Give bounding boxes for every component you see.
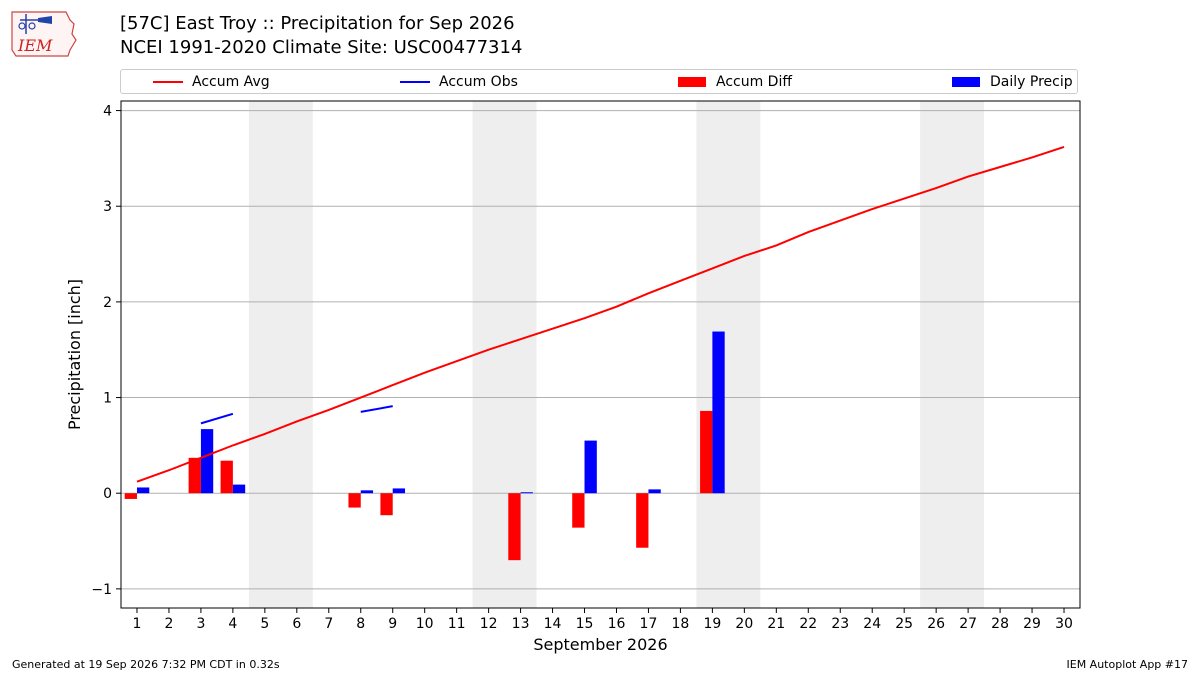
iowa-outline-icon [11, 11, 77, 57]
daily-precip-bar-day-17 [648, 489, 661, 494]
daily-precip-bar-day-8 [360, 490, 374, 494]
y-tick-label-3: 3 [103, 199, 112, 215]
legend-label-accum-obs: Accum Obs [439, 74, 518, 90]
x-tick-label-12: 12 [480, 616, 498, 632]
x-tick-label-19: 19 [703, 616, 721, 632]
y-tick-label-0: 0 [103, 486, 112, 502]
x-tick-label-22: 22 [799, 616, 817, 632]
daily-precip-bar-day-9 [392, 488, 406, 494]
x-tick-label-1: 1 [133, 616, 142, 632]
legend-label-accum-avg: Accum Avg [192, 74, 270, 90]
y-tick-label-1: 1 [103, 391, 112, 407]
accum-diff-bar-day-19 [700, 410, 713, 494]
weekend-band-1 [248, 101, 313, 608]
x-tick-label-30: 30 [1055, 616, 1073, 632]
logo-text: IEM [17, 36, 53, 55]
x-tick-label-21: 21 [767, 616, 785, 632]
legend-swatch-accum-obs [400, 81, 430, 83]
x-tick-label-7: 7 [324, 616, 333, 632]
accum-diff-bar-day-17 [636, 493, 649, 548]
daily-precip-bar-day-19 [712, 331, 725, 494]
chart-title: [57C] East Troy :: Precipitation for Sep… [120, 12, 522, 60]
daily-precip-bar-day-15 [584, 440, 597, 494]
accum-diff-bar-day-1 [124, 493, 137, 499]
x-tick-label-11: 11 [448, 616, 466, 632]
accum-diff-bar-day-13 [508, 493, 521, 561]
x-tick-label-13: 13 [512, 616, 530, 632]
x-tick-label-17: 17 [640, 616, 658, 632]
accum-diff-bar-day-9 [380, 493, 393, 516]
x-tick-label-20: 20 [735, 616, 753, 632]
x-tick-label-5: 5 [260, 616, 269, 632]
x-tick-label-27: 27 [959, 616, 977, 632]
legend-item-accum-diff: Accum Diff [678, 73, 792, 91]
daily-precip-bar-day-3 [200, 429, 214, 494]
x-axis-label: September 2026 [533, 635, 667, 654]
x-tick-label-14: 14 [544, 616, 562, 632]
accum-diff-bar-day-3 [188, 457, 201, 494]
accum-obs-segment-1 [200, 412, 234, 425]
x-tick-label-24: 24 [863, 616, 881, 632]
x-tick-label-15: 15 [576, 616, 594, 632]
accum-obs-segment-2 [360, 405, 393, 413]
y-axis-label: Precipitation [inch] [65, 279, 84, 430]
app-note: IEM Autoplot App #17 [1066, 658, 1189, 671]
legend-item-daily-precip: Daily Precip [952, 73, 1073, 91]
x-tick-label-9: 9 [388, 616, 397, 632]
title-line-2: NCEI 1991-2020 Climate Site: USC00477314 [120, 37, 523, 58]
y-tick-label--1: −1 [91, 582, 112, 598]
x-tick-label-25: 25 [895, 616, 913, 632]
daily-precip-bar-day-4 [232, 484, 246, 494]
y-tick-label-4: 4 [103, 104, 112, 120]
x-tick-label-26: 26 [927, 616, 945, 632]
legend-swatch-accum-diff [678, 77, 706, 87]
legend-swatch-accum-avg [153, 81, 183, 83]
plot-frame [120, 100, 1081, 609]
legend-item-accum-avg: Accum Avg [153, 73, 270, 91]
legend-label-accum-diff: Accum Diff [716, 74, 793, 90]
x-tick-label-23: 23 [831, 616, 849, 632]
legend-item-accum-obs: Accum Obs [400, 73, 518, 91]
x-tick-label-3: 3 [196, 616, 205, 632]
x-tick-label-2: 2 [164, 616, 173, 632]
accum-diff-bar-day-15 [572, 493, 585, 528]
x-tick-label-8: 8 [356, 616, 365, 632]
iem-logo: IEM [11, 11, 77, 57]
x-tick-label-16: 16 [608, 616, 626, 632]
legend-swatch-daily-precip [952, 77, 980, 87]
x-tick-label-4: 4 [228, 616, 237, 632]
weekend-band-2 [472, 101, 537, 608]
daily-precip-bar-day-13 [520, 492, 533, 494]
weekend-band-4 [920, 101, 985, 608]
accum-diff-bar-day-4 [220, 460, 233, 494]
weekend-band-3 [696, 101, 761, 608]
y-tick-label-2: 2 [103, 295, 112, 311]
chart-legend: Accum Avg Accum Obs Accum Diff Daily Pre… [120, 69, 1078, 94]
daily-precip-bar-day-1 [136, 487, 150, 494]
generated-note: Generated at 19 Sep 2026 7:32 PM CDT in … [12, 658, 280, 671]
x-tick-label-29: 29 [1023, 616, 1041, 632]
x-tick-label-18: 18 [672, 616, 690, 632]
x-tick-label-6: 6 [292, 616, 301, 632]
accum-avg-line [136, 145, 1065, 483]
x-tick-label-28: 28 [991, 616, 1009, 632]
legend-label-daily-precip: Daily Precip [990, 74, 1073, 90]
x-tick-label-10: 10 [416, 616, 434, 632]
accum-diff-bar-day-8 [348, 493, 361, 508]
title-line-1: [57C] East Troy :: Precipitation for Sep… [120, 13, 515, 34]
